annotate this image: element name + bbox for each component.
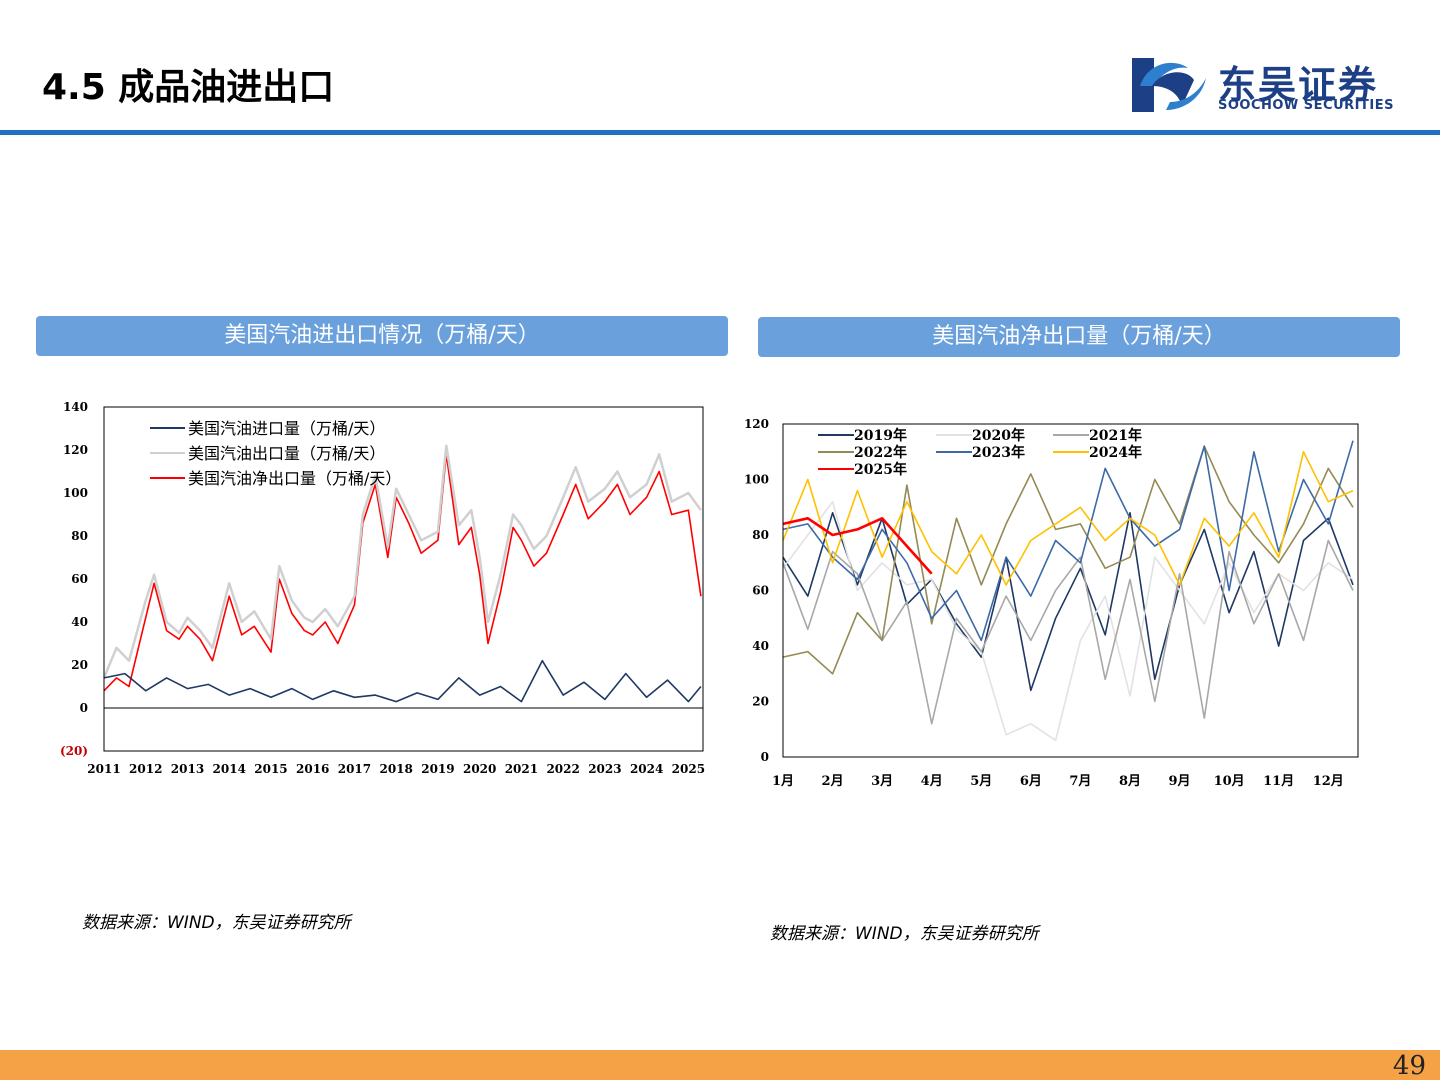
legend-label: 美国汽油出口量（万桶/天） xyxy=(188,444,385,463)
logo-english-name: SOOCHOW SECURITIES xyxy=(1218,98,1394,113)
y-tick-label: 20 xyxy=(71,658,88,672)
gasoline-net-export-seasonal-chart: 0 20 40 60 80 100 120 1月 2月 3月 4月 5月 6月 7月 8月 9月 10月 11月… xyxy=(744,417,1359,789)
gasoline-trade-chart: (20) 0 20 40 60 80 100 120 140 2011 2012 2013 2014 2… xyxy=(60,400,705,776)
legend-label: 2019年 xyxy=(854,427,907,444)
series-line xyxy=(782,445,1354,675)
logo: 东吴证券 SOOCHOW SECURITIES xyxy=(1132,56,1412,116)
y-tick-label: (20) xyxy=(60,744,88,758)
series-line xyxy=(782,440,1354,642)
series-line xyxy=(782,512,1354,692)
legend-label: 美国汽油进口量（万桶/天） xyxy=(188,419,385,438)
right-panel-title: 美国汽油净出口量（万桶/天） xyxy=(758,317,1400,357)
series-line xyxy=(782,450,1354,586)
x-tick-label: 2017 xyxy=(338,762,371,776)
y-tick-label: 40 xyxy=(71,615,88,629)
x-tick-label: 2011 xyxy=(87,762,120,776)
right-source-note: 数据来源：WIND，东吴证券研究所 xyxy=(770,924,1039,944)
x-tick-label: 2015 xyxy=(254,762,287,776)
y-tick-label: 0 xyxy=(80,701,88,715)
y-tick-label: 60 xyxy=(752,584,769,598)
x-tick-label: 2013 xyxy=(171,762,204,776)
x-tick-label: 3月 xyxy=(871,774,893,789)
legend-label: 2021年 xyxy=(1089,427,1142,444)
x-tick-label: 11月 xyxy=(1263,774,1294,789)
series-line xyxy=(782,517,933,575)
footer-bar xyxy=(0,1050,1440,1080)
x-tick-label: 7月 xyxy=(1069,774,1091,789)
x-tick-label: 2024 xyxy=(630,762,663,776)
x-tick-label: 2016 xyxy=(296,762,329,776)
x-tick-label: 2月 xyxy=(822,774,844,789)
x-tick-label: 2014 xyxy=(213,762,246,776)
logo-mark-icon xyxy=(1132,58,1206,112)
series-line xyxy=(103,659,702,703)
x-tick-label: 2022 xyxy=(546,762,579,776)
x-tick-label: 2025 xyxy=(672,762,705,776)
y-tick-label: 140 xyxy=(63,400,88,414)
y-tick-label: 100 xyxy=(744,473,769,487)
left-panel-title: 美国汽油进出口情况（万桶/天） xyxy=(36,316,728,356)
x-tick-label: 2021 xyxy=(505,762,538,776)
page-title: 4.5 成品油进出口 xyxy=(42,67,335,108)
x-tick-label: 2019 xyxy=(421,762,454,776)
x-tick-label: 1月 xyxy=(772,774,794,789)
y-tick-label: 60 xyxy=(71,572,88,586)
legend-label: 美国汽油净出口量（万桶/天） xyxy=(188,469,401,488)
legend-label: 2024年 xyxy=(1089,444,1142,461)
y-tick-label: 80 xyxy=(752,528,769,542)
x-tick-label: 2012 xyxy=(129,762,162,776)
page-number: 49 xyxy=(1392,1051,1426,1081)
x-tick-label: 2020 xyxy=(463,762,496,776)
x-tick-label: 8月 xyxy=(1119,774,1141,789)
legend-label: 2022年 xyxy=(854,444,907,461)
y-tick-label: 120 xyxy=(63,443,88,457)
series-line xyxy=(782,500,1354,742)
logo-chinese-name: 东吴证券 xyxy=(1218,63,1379,107)
y-tick-label: 80 xyxy=(71,529,88,543)
x-tick-label: 6月 xyxy=(1020,774,1042,789)
y-tick-label: 20 xyxy=(752,695,769,709)
legend-label: 2023年 xyxy=(972,444,1025,461)
legend-label: 2025年 xyxy=(854,461,907,478)
x-tick-label: 9月 xyxy=(1169,774,1191,789)
y-tick-label: 100 xyxy=(63,486,88,500)
y-tick-label: 40 xyxy=(752,639,769,653)
y-tick-label: 120 xyxy=(744,417,769,431)
series-line xyxy=(103,453,702,692)
x-tick-label: 12月 xyxy=(1313,774,1344,789)
header-divider xyxy=(0,130,1440,135)
x-tick-label: 5月 xyxy=(970,774,992,789)
x-tick-label: 2018 xyxy=(379,762,412,776)
x-tick-label: 10月 xyxy=(1214,774,1245,789)
series-line xyxy=(782,539,1354,725)
x-tick-label: 2023 xyxy=(588,762,621,776)
series-line xyxy=(102,444,702,679)
x-tick-label: 4月 xyxy=(921,774,943,789)
legend-label: 2020年 xyxy=(972,427,1025,444)
left-source-note: 数据来源：WIND，东吴证券研究所 xyxy=(82,913,351,933)
y-tick-label: 0 xyxy=(761,750,769,764)
